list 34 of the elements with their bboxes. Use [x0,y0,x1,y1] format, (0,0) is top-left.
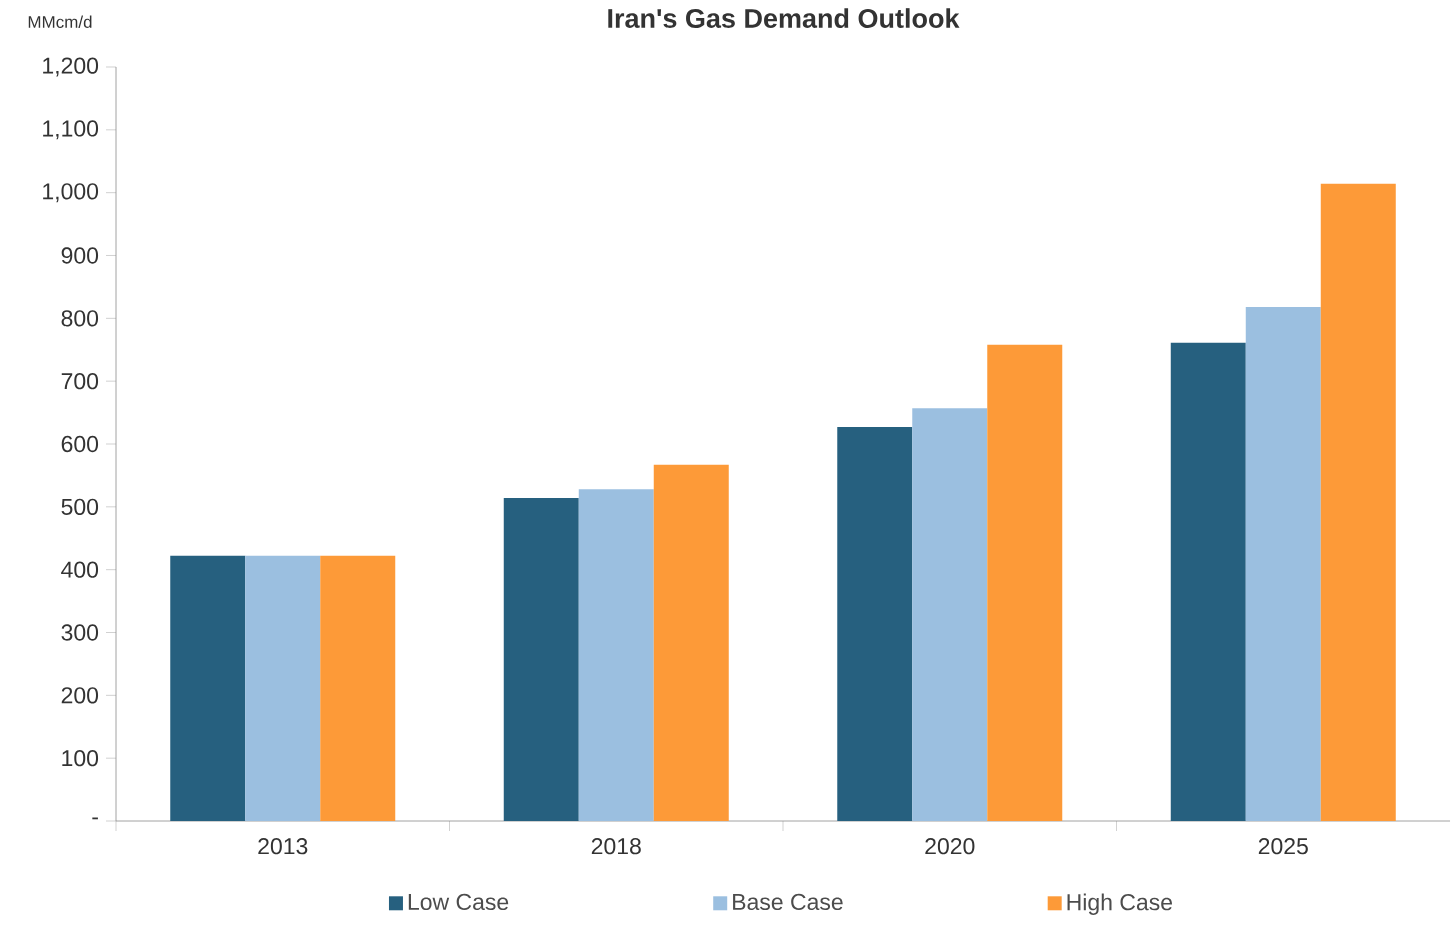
bar [1170,342,1246,821]
y-tick-label: 1,000 [43,183,99,203]
chart-title: Iran's Gas Demand Outlook [608,8,960,28]
y-tick-label: 1,200 [43,57,99,77]
legend-label: Low Case [408,893,509,911]
legend-label: High Case [1067,893,1172,915]
bar [1245,307,1321,821]
x-tick-label: 2025 [1258,838,1308,855]
bar [1320,183,1396,821]
y-tick-label: 600 [61,435,99,453]
y-tick-label: 100 [62,750,99,767]
y-tick-label: - [92,817,98,820]
bar [912,408,988,821]
y-tick-label: 200 [61,687,99,704]
y-tick-label: 700 [61,373,99,390]
y-tick-label: 500 [61,498,99,515]
y-tick-label: 300 [61,624,99,641]
x-tick-label: 2018 [591,838,641,855]
bar [245,555,321,821]
y-tick-label: 400 [61,561,99,578]
legend-label: Base Case [733,893,843,911]
bar [653,464,729,821]
y-tick-label: 1,100 [43,120,99,140]
bar [837,427,913,821]
bar [170,555,246,821]
bar [987,344,1063,821]
y-tick-label: 800 [61,310,99,327]
y-axis-title: MMcm/d [28,15,92,28]
y-tick-label: 900 [61,247,99,264]
x-tick-label: 2013 [258,838,308,855]
bar [578,489,654,821]
bar [503,498,579,821]
x-tick-label: 2020 [925,838,975,855]
bar [320,555,396,821]
